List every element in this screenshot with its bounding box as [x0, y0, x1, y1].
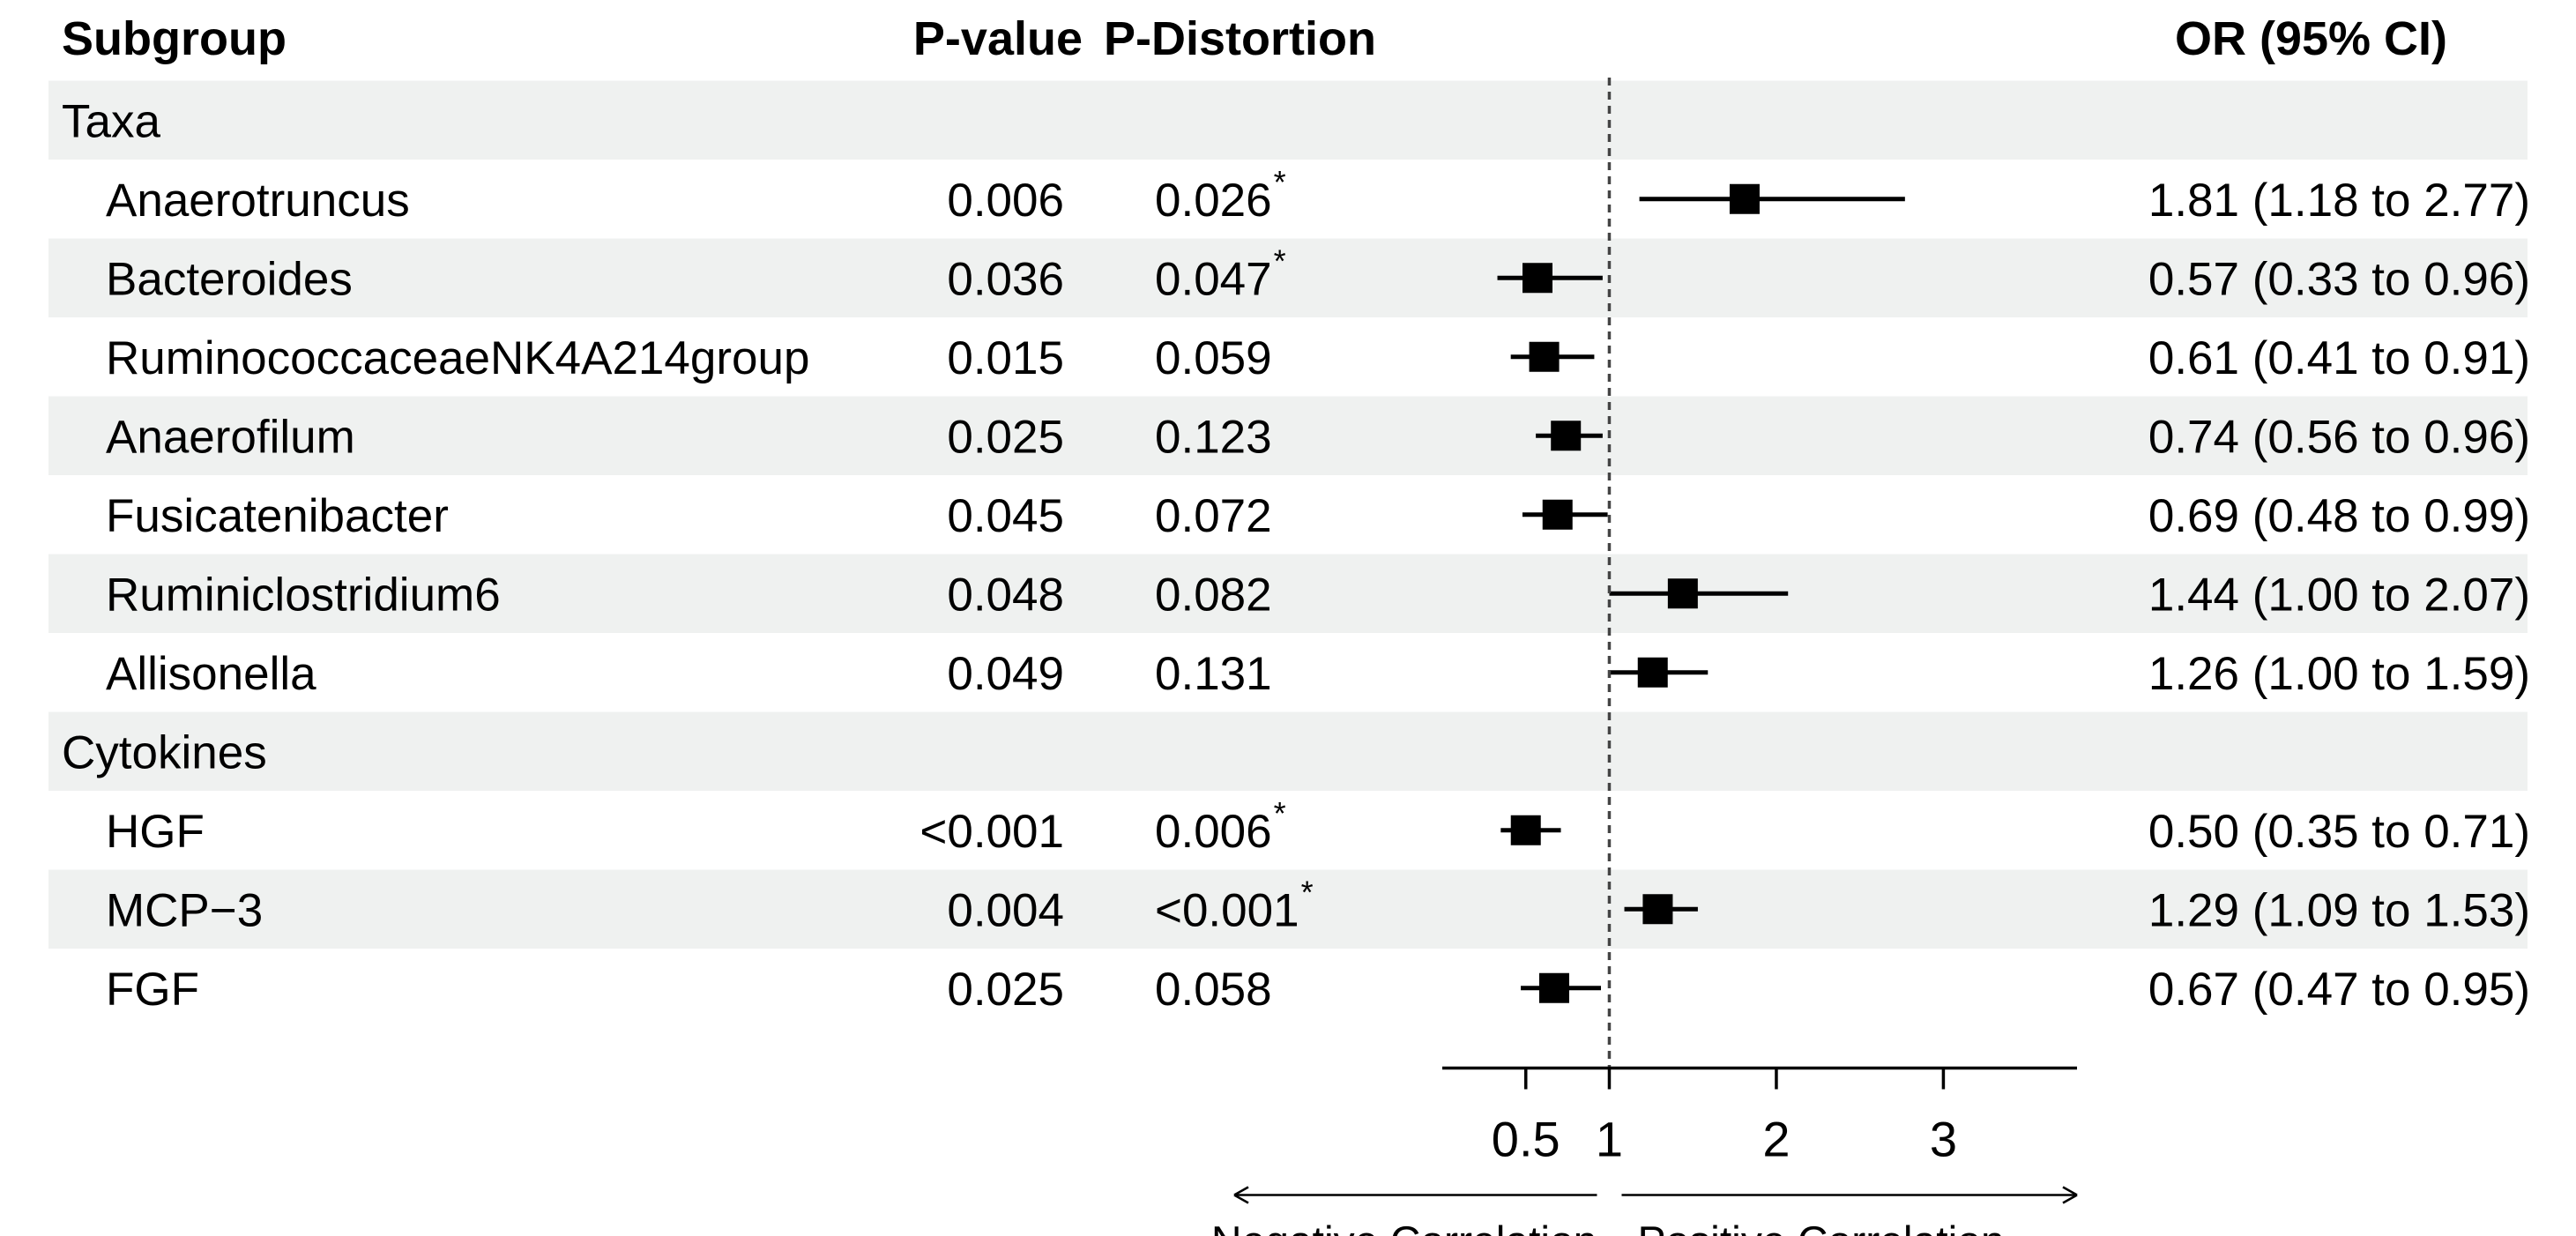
- row-pvalue: <0.001: [919, 806, 1064, 858]
- row-pvalue: 0.045: [947, 490, 1064, 542]
- row-label: Allisonella: [106, 648, 316, 700]
- row-band: [48, 238, 2528, 317]
- row-label: HGF: [106, 806, 205, 858]
- point-estimate: [1729, 183, 1760, 214]
- row-pdistortion: 0.047: [1155, 253, 1272, 305]
- row-label: MCP−3: [106, 884, 263, 936]
- row-pvalue: 0.006: [947, 175, 1064, 227]
- row-band: [48, 554, 2528, 633]
- positive-correlation-label: Positive Correlation: [1637, 1219, 2004, 1236]
- header-pdistortion: P-Distortion: [1104, 12, 1376, 65]
- significance-star: *: [1274, 795, 1286, 831]
- group-label: Cytokines: [62, 726, 267, 778]
- row-label: RuminococcaceaeNK4A214group: [106, 332, 809, 384]
- row-or-ci: 1.44 (1.00 to 2.07): [2148, 569, 2530, 621]
- row-pdistortion: 0.026: [1155, 175, 1272, 227]
- point-estimate: [1542, 499, 1573, 530]
- point-estimate: [1642, 894, 1673, 925]
- point-estimate: [1667, 578, 1698, 609]
- row-band: [48, 711, 2528, 791]
- row-pvalue: 0.048: [947, 569, 1064, 621]
- row-label: Anaerotruncus: [106, 175, 410, 227]
- row-or-ci: 1.29 (1.09 to 1.53): [2148, 884, 2530, 936]
- row-pvalue: 0.036: [947, 253, 1064, 305]
- row-pdistortion: 0.072: [1155, 490, 1272, 542]
- row-or-ci: 0.74 (0.56 to 0.96): [2148, 411, 2530, 463]
- negative-correlation-label: Negative Correlation: [1211, 1219, 1597, 1236]
- row-or-ci: 0.50 (0.35 to 0.71): [2148, 806, 2530, 858]
- point-estimate: [1538, 972, 1569, 1003]
- significance-star: *: [1301, 874, 1314, 910]
- row-label: Fusicatenibacter: [106, 490, 449, 542]
- positive-arrowhead: [2062, 1186, 2078, 1204]
- row-or-ci: 0.69 (0.48 to 0.99): [2148, 490, 2530, 542]
- point-estimate: [1523, 263, 1552, 294]
- row-pdistortion: 0.059: [1155, 332, 1272, 384]
- row-pvalue: 0.004: [947, 884, 1064, 936]
- row-label: Anaerofilum: [106, 411, 355, 463]
- row-band: [48, 869, 2528, 949]
- row-band: [48, 80, 2528, 160]
- point-estimate: [1551, 421, 1582, 451]
- row-or-ci: 0.67 (0.47 to 0.95): [2148, 964, 2530, 1016]
- header-subgroup: Subgroup: [62, 12, 287, 65]
- row-pvalue: 0.015: [947, 332, 1064, 384]
- point-estimate: [1510, 815, 1541, 845]
- point-estimate: [1637, 657, 1668, 688]
- row-band: [48, 396, 2528, 475]
- row-or-ci: 0.57 (0.33 to 0.96): [2148, 253, 2530, 305]
- point-estimate: [1529, 341, 1560, 372]
- row-or-ci: 0.61 (0.41 to 0.91): [2148, 332, 2530, 384]
- row-pvalue: 0.025: [947, 411, 1064, 463]
- row-label: FGF: [106, 964, 199, 1016]
- row-pdistortion: <0.001: [1155, 884, 1299, 936]
- group-label: Taxa: [62, 95, 160, 147]
- x-tick-label: 0.5: [1492, 1112, 1560, 1167]
- x-tick-label: 3: [1930, 1112, 1957, 1167]
- row-label: Bacteroides: [106, 253, 353, 305]
- row-pdistortion: 0.131: [1155, 648, 1272, 700]
- row-pdistortion: 0.082: [1155, 569, 1272, 621]
- row-pdistortion: 0.006: [1155, 806, 1272, 858]
- row-or-ci: 1.81 (1.18 to 2.77): [2148, 175, 2530, 227]
- header-or: OR (95% CI): [2175, 12, 2447, 65]
- row-pdistortion: 0.058: [1155, 964, 1272, 1016]
- row-pvalue: 0.025: [947, 964, 1064, 1016]
- row-pdistortion: 0.123: [1155, 411, 1272, 463]
- row-label: Ruminiclostridium6: [106, 569, 501, 621]
- x-tick-label: 1: [1596, 1112, 1623, 1167]
- row-or-ci: 1.26 (1.00 to 1.59): [2148, 648, 2530, 700]
- significance-star: *: [1274, 164, 1286, 200]
- header-pvalue: P-value: [913, 12, 1083, 65]
- x-tick-label: 2: [1762, 1112, 1790, 1167]
- row-pvalue: 0.049: [947, 648, 1064, 700]
- negative-arrowhead: [1233, 1186, 1249, 1204]
- significance-star: *: [1274, 242, 1286, 279]
